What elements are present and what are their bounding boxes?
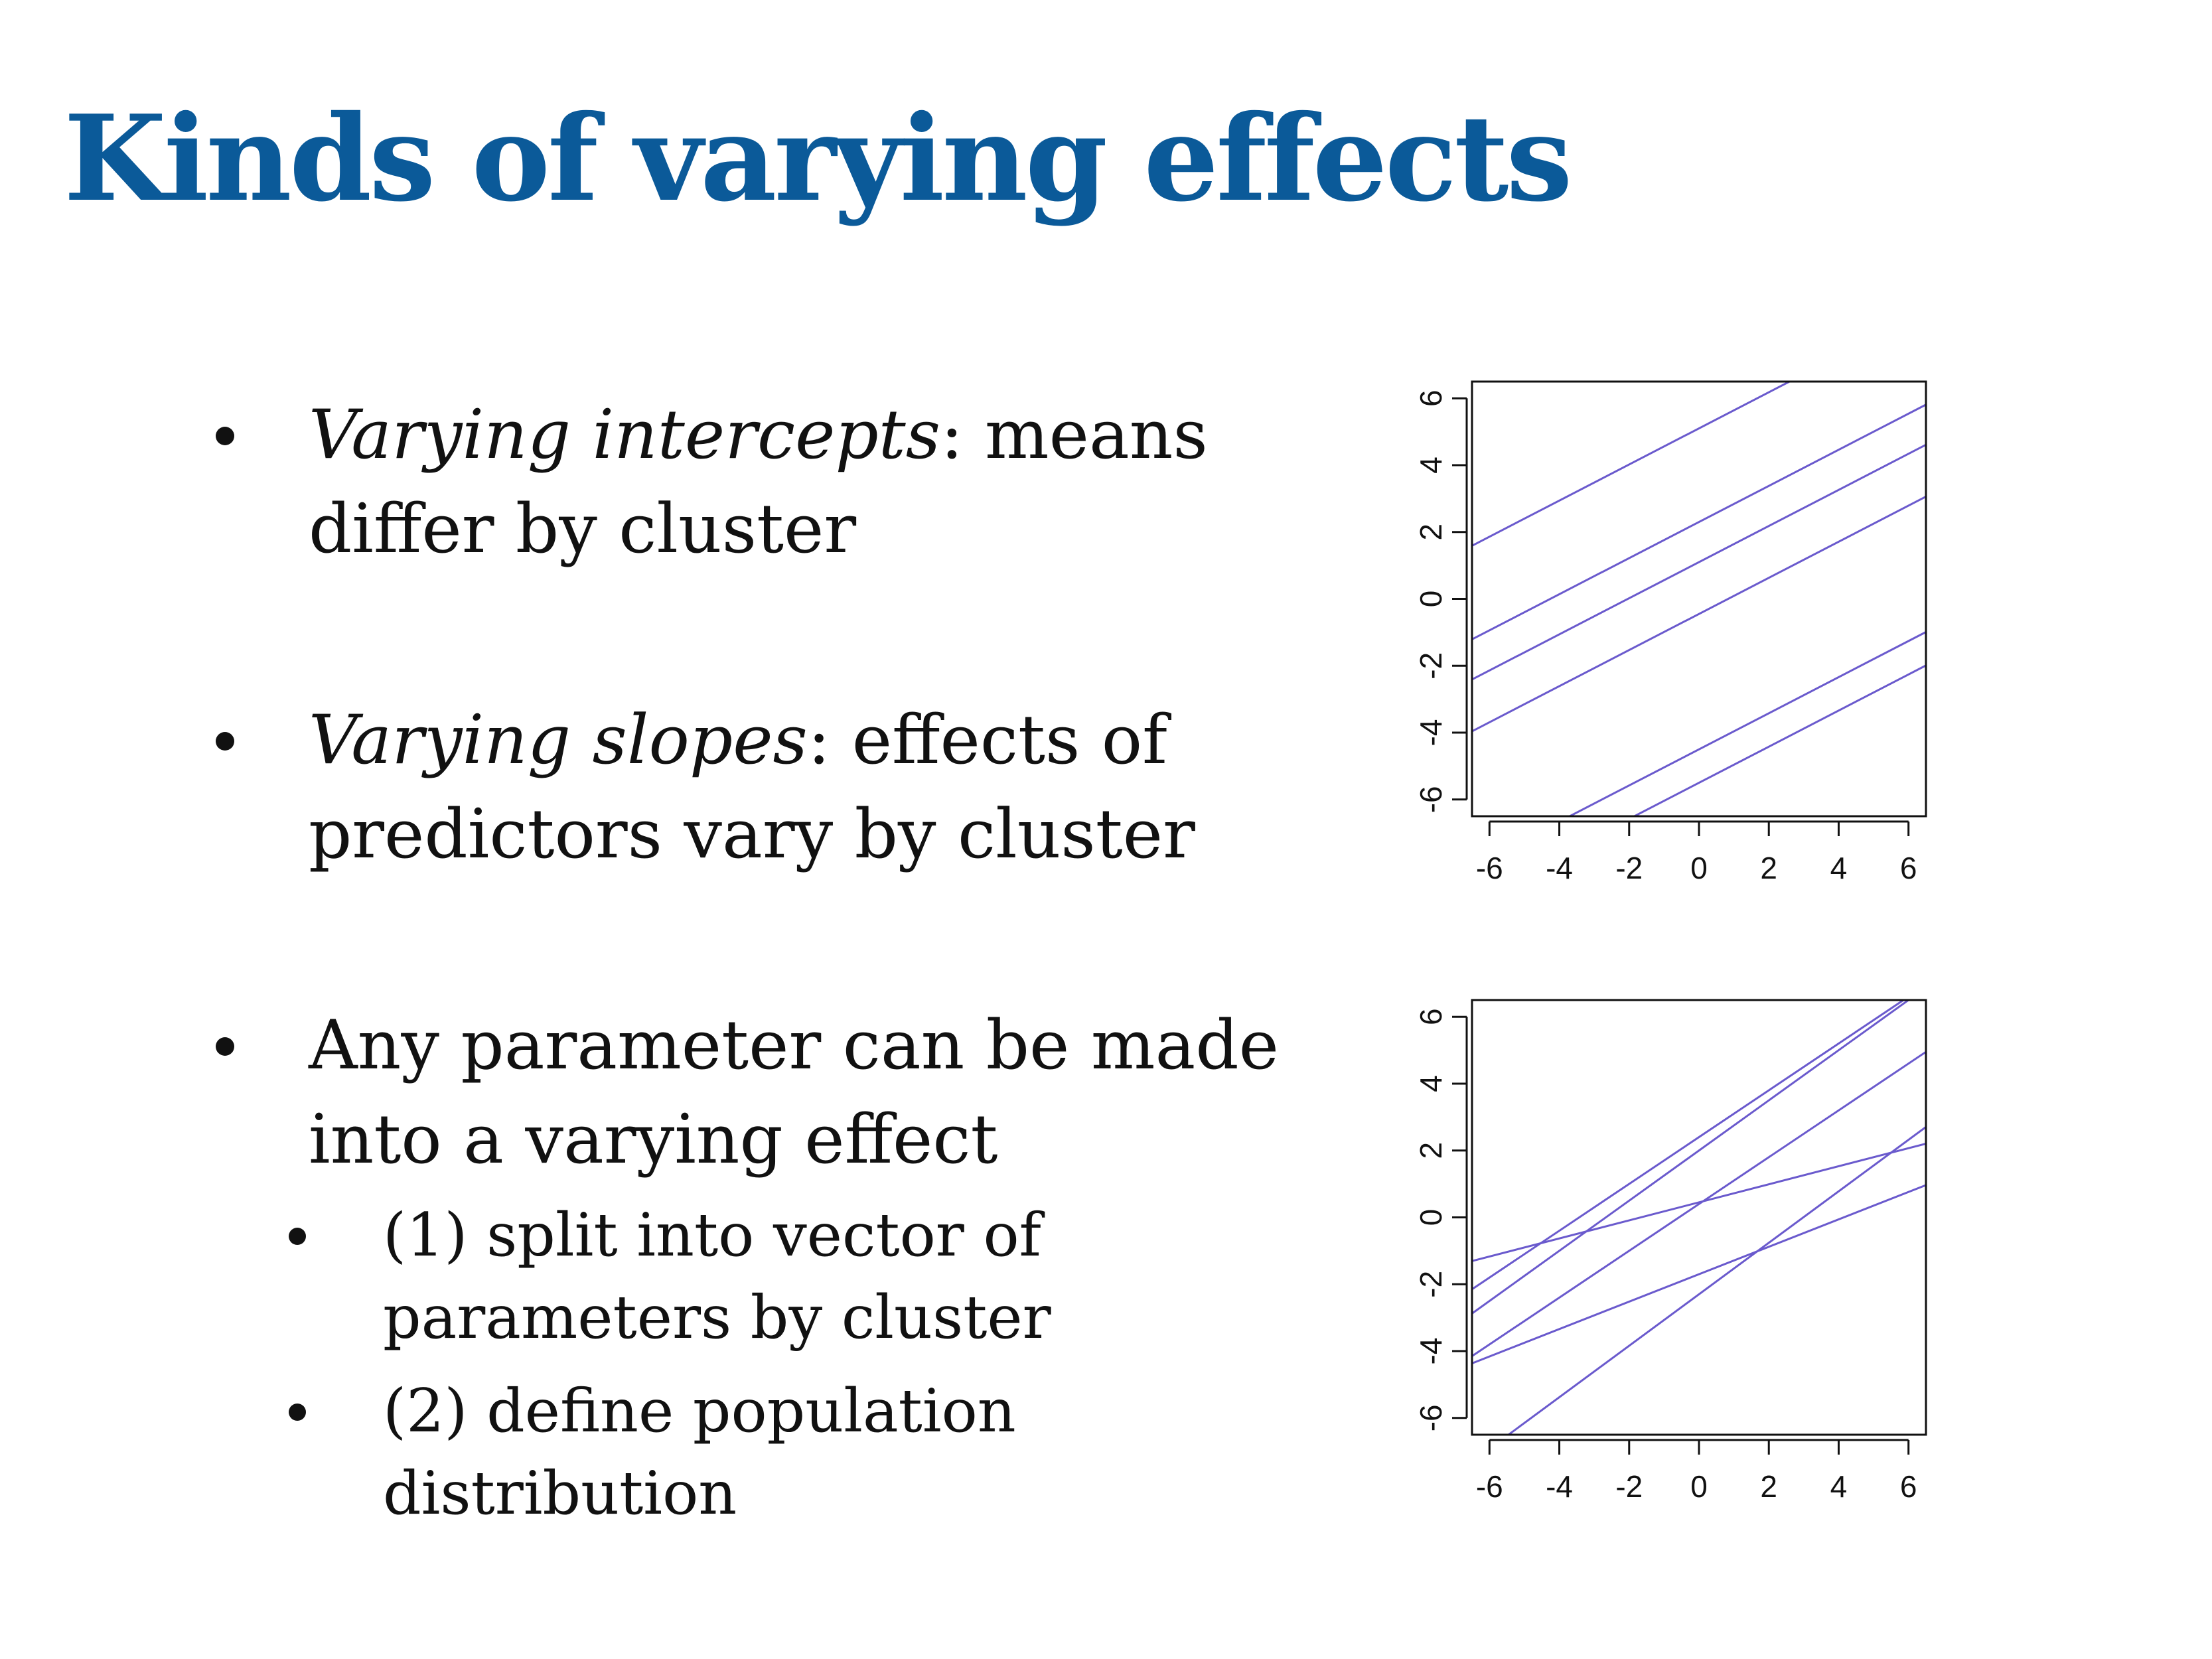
x-tick-label: 6 <box>1900 851 1917 885</box>
x-tick-label: -2 <box>1615 851 1643 885</box>
bullet-line-1: Varying intercepts: means <box>309 388 1208 482</box>
plot-frame <box>1471 999 1927 1436</box>
bullet-dot <box>216 1037 234 1056</box>
series-line-6 <box>1632 664 1926 816</box>
subbullet-line-1: (2) define population <box>383 1376 1016 1446</box>
bullet-dot <box>216 427 234 445</box>
bullet-text: : means <box>940 396 1208 474</box>
y-tick-label: 6 <box>1414 1008 1448 1025</box>
y-tick-label: -4 <box>1414 719 1448 747</box>
series-line-6 <box>1507 1126 1926 1435</box>
bullet-line-2: into a varying effect <box>309 1100 998 1179</box>
varying-intercepts-plot: -6 -4 -2 0 2 4 6 -6 -4 -2 0 2 4 6 <box>1414 380 1927 885</box>
varying-slopes-plot: -6 -4 -2 0 2 4 6 -6 -4 -2 0 2 4 6 <box>1414 999 1927 1504</box>
series-line-2 <box>1472 403 1926 640</box>
y-tick-label: -2 <box>1414 652 1448 680</box>
x-tick-label: 4 <box>1830 1469 1848 1504</box>
series-line-5 <box>1567 631 1926 816</box>
bullet-varying-slopes: Varying slopes: effects of predictors va… <box>216 693 1195 882</box>
y-tick-label: 4 <box>1414 457 1448 474</box>
subbullet-line-2: parameters by cluster <box>383 1283 1051 1352</box>
y-tick-label: 2 <box>1414 1142 1448 1159</box>
x-tick-label: -4 <box>1546 1469 1573 1504</box>
y-tick-label: 0 <box>1414 591 1448 608</box>
x-tick-label: -4 <box>1546 851 1573 885</box>
y-tick-label: -2 <box>1414 1271 1448 1298</box>
series-line-1 <box>1472 382 1792 547</box>
y-tick-label: -6 <box>1414 1404 1448 1431</box>
y-tick-label: 0 <box>1414 1209 1448 1226</box>
x-tick-label: 0 <box>1690 851 1708 885</box>
series-line-1 <box>1472 1000 1905 1291</box>
x-tick-label: -6 <box>1476 851 1503 885</box>
subbullet-dot <box>289 1404 306 1421</box>
y-tick-label: 2 <box>1414 524 1448 541</box>
x-tick-label: -6 <box>1476 1469 1503 1504</box>
y-tick-label: -6 <box>1414 786 1448 813</box>
x-tick-label: 4 <box>1830 851 1848 885</box>
bullet-line-1: Varying slopes: effects of <box>309 693 1195 788</box>
series-line-3 <box>1472 443 1926 681</box>
subbullet-line-1: (1) split into vector of <box>383 1200 1041 1270</box>
bullet-varying-intercepts: Varying intercepts: means differ by clus… <box>216 388 1208 577</box>
bullet-line-2: differ by cluster <box>309 490 857 569</box>
x-tick-label: 0 <box>1690 1469 1708 1504</box>
y-tick-label: -4 <box>1414 1338 1448 1365</box>
x-tick-label: 2 <box>1760 1469 1777 1504</box>
plot-lines <box>1472 1000 1926 1435</box>
subbullet-population-distribution: (2) define population distribution <box>289 1370 1016 1535</box>
bullet-any-parameter: Any parameter can be made into a varying… <box>216 999 1280 1187</box>
series-line-3 <box>1472 1050 1926 1357</box>
y-tick-label: 4 <box>1414 1075 1448 1092</box>
subbullet-dot <box>289 1228 306 1245</box>
bullet-dot <box>216 732 234 751</box>
plot-frame <box>1471 380 1927 818</box>
subbullet-line-2: distribution <box>383 1459 737 1528</box>
x-tick-label: 6 <box>1900 1469 1917 1504</box>
subbullet-split-vector: (1) split into vector of parameters by c… <box>289 1194 1051 1359</box>
bullet-line-2: predictors vary by cluster <box>309 795 1195 874</box>
slide-title: Kinds of varying effects <box>64 89 1573 228</box>
bullet-emphasis: Varying intercepts <box>309 396 941 474</box>
series-line-4 <box>1472 1142 1926 1262</box>
series-line-2 <box>1472 1000 1911 1315</box>
bullet-text: : effects of <box>807 701 1167 780</box>
series-line-4 <box>1472 495 1926 733</box>
x-tick-label: 2 <box>1760 851 1777 885</box>
x-tick-label: -2 <box>1615 1469 1643 1504</box>
bullet-line-1: Any parameter can be made <box>309 1006 1280 1085</box>
plot-lines <box>1472 382 1926 816</box>
bullet-emphasis: Varying slopes <box>309 701 808 780</box>
y-tick-label: 6 <box>1414 390 1448 407</box>
series-line-5 <box>1472 1184 1926 1364</box>
